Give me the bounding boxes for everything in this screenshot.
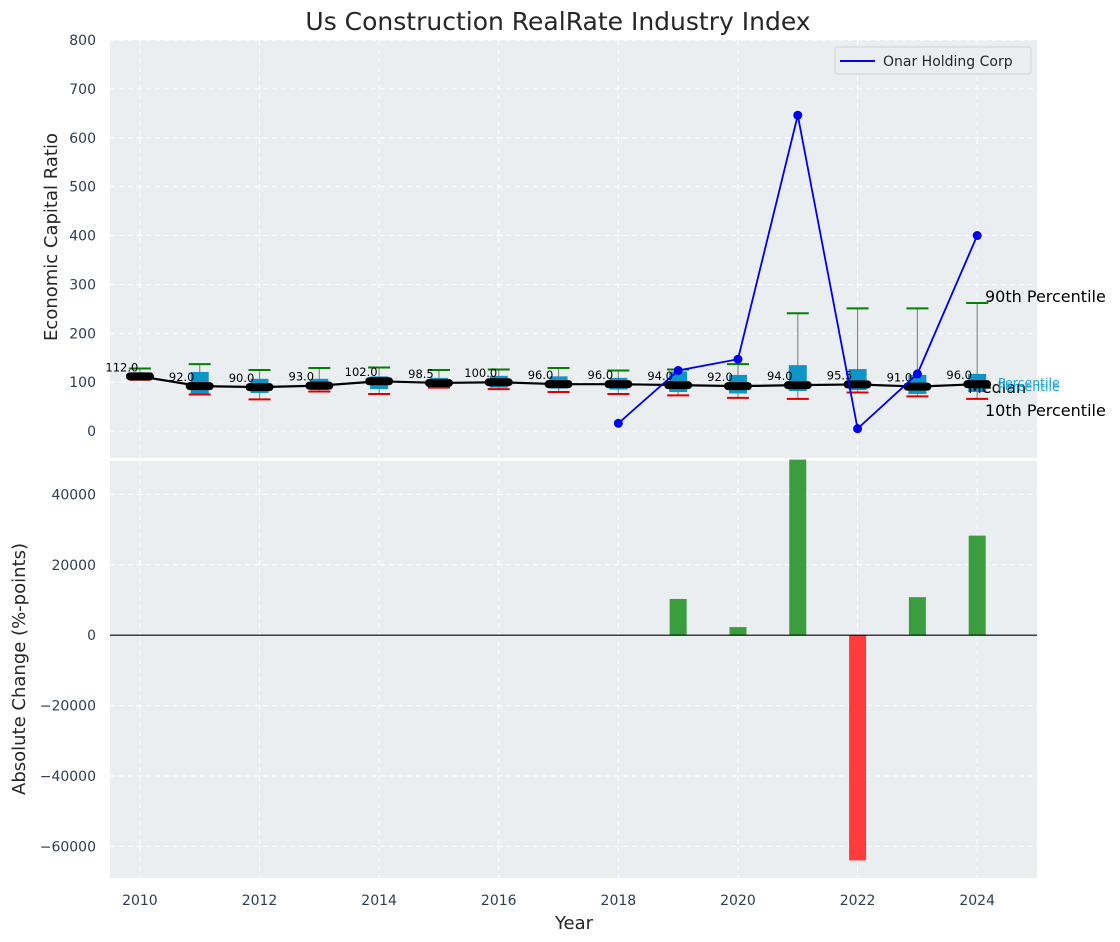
bottom-y-tick-label: 0	[87, 628, 96, 644]
median-value-label: 112.0	[105, 360, 138, 374]
median-marker	[484, 378, 513, 387]
median-marker	[424, 378, 453, 387]
annotation-median: Median	[968, 378, 1026, 397]
bottom-y-tick-label: −60000	[40, 839, 96, 855]
median-value-label: 92.0	[169, 370, 195, 384]
x-tick-label: 2012	[242, 893, 278, 909]
top-y-tick-label: 600	[69, 131, 96, 147]
median-value-label: 90.0	[229, 371, 255, 385]
change-bar	[729, 627, 747, 636]
company-series	[613, 110, 982, 434]
median-value-label: 96.0	[946, 368, 972, 382]
median-value-label: 94.0	[647, 369, 673, 383]
median-value-label: 93.0	[289, 370, 315, 384]
median-marker	[185, 382, 214, 391]
top-y-tick-label: 500	[69, 180, 96, 196]
bottom-gridlines	[110, 461, 1037, 878]
company-point	[673, 365, 683, 375]
median-marker	[365, 377, 394, 386]
x-tick-label: 2010	[122, 893, 158, 909]
bottom-y-tick-label: −20000	[40, 699, 96, 715]
company-point	[853, 424, 863, 434]
legend: Onar Holding Corp	[834, 46, 1032, 75]
x-tick-labels: 2010 2012 2014 2016 2018 2020 2022 2024	[122, 893, 995, 909]
median-marker	[903, 382, 932, 391]
change-bar	[669, 598, 687, 636]
median-value-label: 94.0	[767, 369, 793, 383]
annotation-10th: 10th Percentile	[985, 401, 1106, 420]
top-y-tick-label: 300	[69, 277, 96, 293]
bottom-y-axis-label: Absolute Change (%-points)	[9, 543, 30, 795]
change-bar	[968, 535, 986, 636]
median-marker	[843, 380, 872, 389]
median-value-label: 98.5	[408, 367, 434, 381]
median-marker	[305, 381, 334, 390]
median-marker	[245, 383, 274, 392]
x-tick-label: 2014	[361, 893, 397, 909]
x-tick-label: 2018	[601, 893, 637, 909]
company-point	[972, 231, 982, 241]
x-tick-label: 2022	[840, 893, 876, 909]
median-marker	[963, 380, 992, 389]
median-value-label: 102.0	[345, 365, 378, 379]
company-point	[912, 369, 922, 379]
x-tick-label: 2020	[720, 893, 756, 909]
change-bars	[669, 459, 986, 861]
annotation-90th: 90th Percentile	[985, 287, 1106, 306]
industry-median-series: 112.0 92.0 90.0 93.0 102.0 98.5 100.0 96.0 96.0 9…	[105, 360, 992, 392]
median-marker	[664, 381, 693, 390]
median-value-label: 92.0	[707, 370, 733, 384]
x-tick-label: 2016	[481, 893, 517, 909]
median-marker	[125, 372, 154, 381]
company-point	[613, 418, 623, 428]
annotation-side-percentile-b: Percentile	[998, 379, 1060, 394]
top-y-tick-label: 100	[69, 375, 96, 391]
change-bar	[789, 459, 807, 636]
bottom-y-tick-label: 40000	[51, 487, 96, 503]
top-y-tick-label: 400	[69, 229, 96, 245]
median-value-label: 91.0	[887, 371, 913, 385]
change-bar	[849, 635, 867, 861]
change-bar	[908, 597, 926, 636]
top-y-tick-labels: 0 100 200 300 400 500 600 700 800	[69, 33, 96, 440]
median-marker	[723, 382, 752, 391]
top-gridlines	[110, 39, 1037, 458]
median-marker	[783, 381, 812, 390]
top-y-tick-label: 0	[87, 424, 96, 440]
legend-label-onar: Onar Holding Corp	[883, 54, 1013, 70]
annotation-side-percentile-a: Percentile	[998, 375, 1060, 390]
x-tick-label: 2024	[959, 893, 995, 909]
company-point	[793, 110, 803, 120]
legend-box	[834, 46, 1032, 75]
top-y-tick-label: 200	[69, 326, 96, 342]
top-y-axis-label: Economic Capital Ratio	[41, 133, 62, 341]
median-value-label: 100.0	[464, 366, 497, 380]
median-marker	[604, 380, 633, 389]
bottom-y-tick-label: 20000	[51, 558, 96, 574]
top-y-tick-label: 800	[69, 33, 96, 49]
x-axis-label: Year	[554, 913, 594, 934]
chart-title: Us Construction RealRate Industry Index	[305, 7, 810, 36]
median-marker	[544, 380, 573, 389]
median-value-label: 96.0	[588, 368, 614, 382]
bottom-y-tick-label: −40000	[40, 769, 96, 785]
top-plot-background	[110, 40, 1037, 458]
percentile-annotations: 90th Percentile Median 10th Percentile P…	[968, 287, 1106, 420]
bottom-y-tick-labels: −60000 −40000 −20000 0 20000 40000	[40, 487, 96, 855]
bottom-plot-background	[110, 461, 1037, 878]
company-point	[733, 354, 743, 364]
top-y-tick-label: 700	[69, 82, 96, 98]
median-value-label: 96.0	[528, 368, 554, 382]
